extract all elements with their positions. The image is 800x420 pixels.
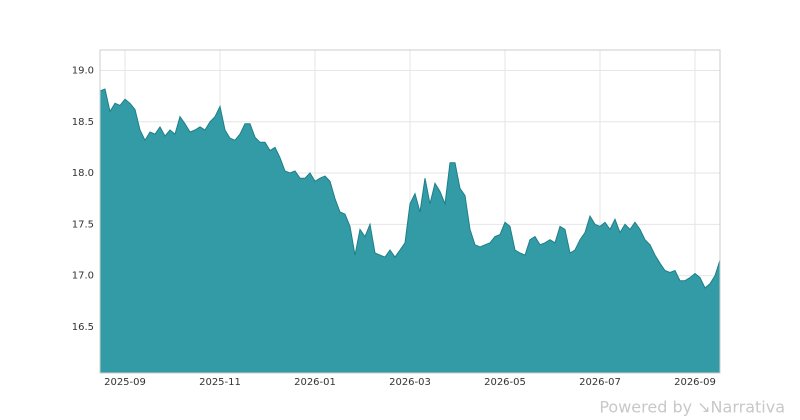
x-tick-label: 2026-07 [579, 377, 621, 388]
x-tick-label: 2025-09 [104, 377, 146, 388]
x-tick-label: 2026-05 [484, 377, 526, 388]
y-tick-label: 16.5 [72, 322, 94, 333]
x-tick-label: 2025-11 [199, 377, 241, 388]
plot-frame [99, 49, 721, 374]
y-tick-label: 19.0 [72, 66, 94, 77]
x-tick-label: 2026-03 [389, 377, 431, 388]
y-tick-label: 17.5 [72, 219, 94, 230]
y-tick-label: 17.0 [72, 271, 94, 282]
x-tick-label: 2026-01 [294, 377, 336, 388]
y-tick-label: 18.0 [72, 168, 94, 179]
x-tick-label: 2026-09 [674, 377, 716, 388]
area [99, 88, 721, 374]
y-tick-label: 18.5 [72, 117, 94, 128]
watermark: Powered by ↘Narrativa [599, 398, 785, 417]
